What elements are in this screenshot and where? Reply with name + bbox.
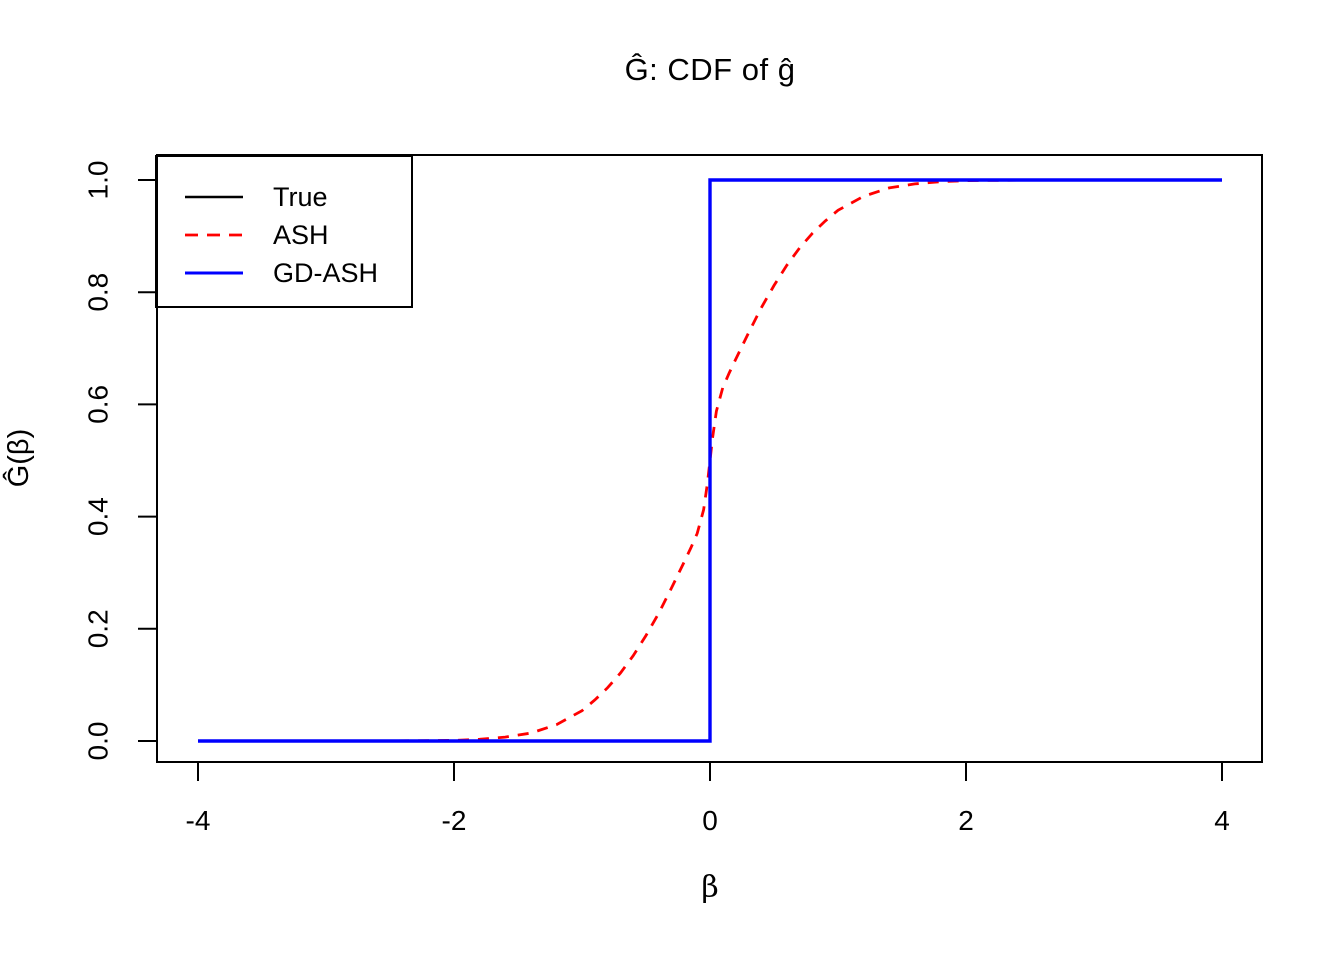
x-axis-tick-label: -4 xyxy=(186,805,211,836)
legend-box: True ASH GD-ASH xyxy=(155,155,413,308)
legend-line-gd-ash-icon xyxy=(185,271,243,275)
x-axis-tick-label: -2 xyxy=(442,805,467,836)
x-axis-tick-label: 4 xyxy=(1214,805,1230,836)
legend-entry-true: True xyxy=(157,178,411,216)
plot-border xyxy=(156,154,1263,763)
y-axis-tick-label: 0.6 xyxy=(83,385,114,424)
legend-label-gd-ash: GD-ASH xyxy=(273,257,379,288)
series-line-ash xyxy=(198,178,1222,743)
legend-entry-gd-ash: GD-ASH xyxy=(157,254,411,292)
legend-line-ash-icon xyxy=(185,233,243,237)
legend-line-true-icon xyxy=(185,195,243,199)
legend-entry-ash: ASH xyxy=(157,216,411,254)
legend-label-ash: ASH xyxy=(273,219,329,250)
legend-label-true: True xyxy=(273,181,328,212)
chart-title: Ĝ: CDF of ĝ xyxy=(624,52,796,87)
y-axis-tick-label: 0.4 xyxy=(83,497,114,536)
y-axis-tick-label: 1.0 xyxy=(83,161,114,200)
y-axis-tick-label: 0.8 xyxy=(83,273,114,312)
series-line-gd-ash xyxy=(198,178,1222,743)
x-axis-tick-label: 2 xyxy=(958,805,974,836)
x-axis-title: β xyxy=(701,870,719,905)
x-axis-tick-label: 0 xyxy=(702,805,718,836)
y-axis-tick-label: 0.2 xyxy=(83,609,114,648)
y-axis-tick-label: 0.0 xyxy=(83,722,114,761)
